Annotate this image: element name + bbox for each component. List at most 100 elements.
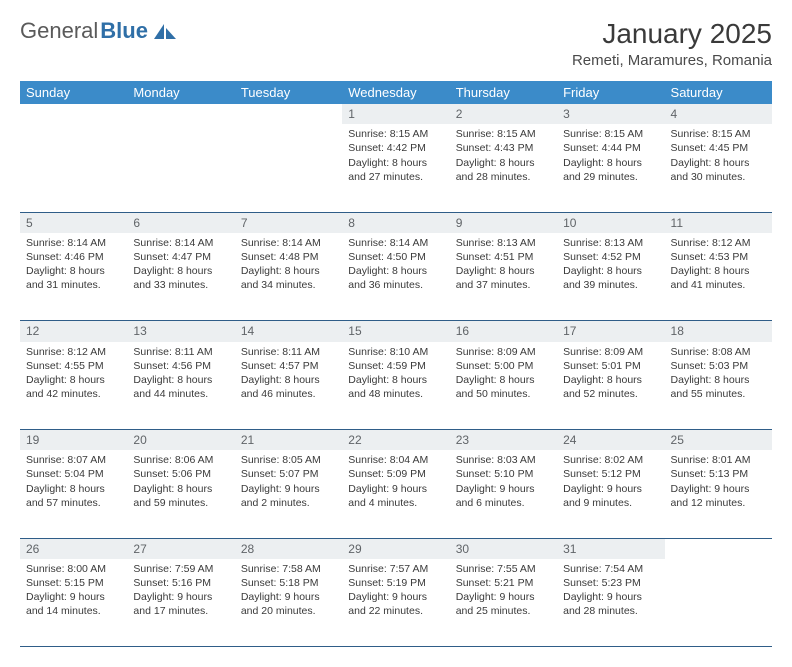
day-cell: Sunrise: 8:11 AMSunset: 4:57 PMDaylight:…: [235, 342, 342, 430]
day-cell: Sunrise: 8:11 AMSunset: 4:56 PMDaylight:…: [127, 342, 234, 430]
day-cell-body: Sunrise: 8:13 AMSunset: 4:51 PMDaylight:…: [450, 233, 557, 299]
day-number-cell: 11: [665, 212, 772, 233]
day-cell: Sunrise: 8:09 AMSunset: 5:01 PMDaylight:…: [557, 342, 664, 430]
day-number-cell: 21: [235, 430, 342, 451]
day-cell: Sunrise: 8:09 AMSunset: 5:00 PMDaylight:…: [450, 342, 557, 430]
title-block: January 2025 Remeti, Maramures, Romania: [572, 18, 772, 69]
day-cell-body: Sunrise: 8:13 AMSunset: 4:52 PMDaylight:…: [557, 233, 664, 299]
weekday-row: Sunday Monday Tuesday Wednesday Thursday…: [20, 81, 772, 104]
brand-name-part2: Blue: [100, 18, 148, 44]
sunrise-text: Sunrise: 8:12 AM: [26, 345, 121, 359]
sunset-text: Sunset: 4:51 PM: [456, 250, 551, 264]
sunset-text: Sunset: 4:42 PM: [348, 141, 443, 155]
day-cell: [665, 559, 772, 647]
sunset-text: Sunset: 5:15 PM: [26, 576, 121, 590]
day-cell: Sunrise: 8:15 AMSunset: 4:45 PMDaylight:…: [665, 124, 772, 212]
sunrise-text: Sunrise: 7:55 AM: [456, 562, 551, 576]
day-cell: Sunrise: 8:06 AMSunset: 5:06 PMDaylight:…: [127, 450, 234, 538]
day-number-cell: 13: [127, 321, 234, 342]
day-cell-body: Sunrise: 8:14 AMSunset: 4:48 PMDaylight:…: [235, 233, 342, 299]
topbar: GeneralBlue January 2025 Remeti, Maramur…: [20, 18, 772, 69]
day-number-cell: 10: [557, 212, 664, 233]
day-cell-body: Sunrise: 7:59 AMSunset: 5:16 PMDaylight:…: [127, 559, 234, 625]
weekday-header: Friday: [557, 81, 664, 104]
week-row: Sunrise: 8:00 AMSunset: 5:15 PMDaylight:…: [20, 559, 772, 647]
daylight2-text: and 34 minutes.: [241, 278, 336, 292]
day-number-cell: 29: [342, 538, 449, 559]
day-number-cell: [665, 538, 772, 559]
daylight1-text: Daylight: 9 hours: [671, 482, 766, 496]
daylight2-text: and 50 minutes.: [456, 387, 551, 401]
day-cell-body: Sunrise: 8:15 AMSunset: 4:42 PMDaylight:…: [342, 124, 449, 190]
daylight2-text: and 46 minutes.: [241, 387, 336, 401]
day-cell: Sunrise: 8:14 AMSunset: 4:50 PMDaylight:…: [342, 233, 449, 321]
sunset-text: Sunset: 5:12 PM: [563, 467, 658, 481]
sunset-text: Sunset: 4:56 PM: [133, 359, 228, 373]
daylight1-text: Daylight: 8 hours: [456, 373, 551, 387]
daylight1-text: Daylight: 9 hours: [241, 590, 336, 604]
sunrise-text: Sunrise: 8:15 AM: [563, 127, 658, 141]
day-cell-body: Sunrise: 8:15 AMSunset: 4:43 PMDaylight:…: [450, 124, 557, 190]
daylight1-text: Daylight: 8 hours: [456, 156, 551, 170]
sunrise-text: Sunrise: 7:59 AM: [133, 562, 228, 576]
sunset-text: Sunset: 5:23 PM: [563, 576, 658, 590]
calendar-table: Sunday Monday Tuesday Wednesday Thursday…: [20, 81, 772, 647]
daylight2-text: and 6 minutes.: [456, 496, 551, 510]
sunrise-text: Sunrise: 8:13 AM: [563, 236, 658, 250]
day-cell-body: Sunrise: 8:02 AMSunset: 5:12 PMDaylight:…: [557, 450, 664, 516]
day-cell-body: Sunrise: 8:14 AMSunset: 4:47 PMDaylight:…: [127, 233, 234, 299]
sunrise-text: Sunrise: 8:05 AM: [241, 453, 336, 467]
day-cell-body: Sunrise: 8:08 AMSunset: 5:03 PMDaylight:…: [665, 342, 772, 408]
daylight2-text: and 9 minutes.: [563, 496, 658, 510]
sunset-text: Sunset: 5:16 PM: [133, 576, 228, 590]
daynum-row: 1234: [20, 104, 772, 124]
day-number-cell: 1: [342, 104, 449, 124]
sunset-text: Sunset: 4:53 PM: [671, 250, 766, 264]
day-cell: Sunrise: 7:54 AMSunset: 5:23 PMDaylight:…: [557, 559, 664, 647]
day-number-cell: 19: [20, 430, 127, 451]
daylight2-text: and 36 minutes.: [348, 278, 443, 292]
daylight2-text: and 48 minutes.: [348, 387, 443, 401]
daylight1-text: Daylight: 8 hours: [348, 264, 443, 278]
daylight1-text: Daylight: 9 hours: [456, 482, 551, 496]
calendar-header: Sunday Monday Tuesday Wednesday Thursday…: [20, 81, 772, 104]
weekday-header: Wednesday: [342, 81, 449, 104]
week-row: Sunrise: 8:12 AMSunset: 4:55 PMDaylight:…: [20, 342, 772, 430]
day-number-cell: 26: [20, 538, 127, 559]
day-number-cell: 17: [557, 321, 664, 342]
daylight2-text: and 4 minutes.: [348, 496, 443, 510]
sunrise-text: Sunrise: 8:09 AM: [563, 345, 658, 359]
sunset-text: Sunset: 5:00 PM: [456, 359, 551, 373]
day-cell-body: Sunrise: 8:15 AMSunset: 4:44 PMDaylight:…: [557, 124, 664, 190]
sunset-text: Sunset: 4:48 PM: [241, 250, 336, 264]
sunrise-text: Sunrise: 8:02 AM: [563, 453, 658, 467]
sunrise-text: Sunrise: 8:11 AM: [133, 345, 228, 359]
day-cell: Sunrise: 8:14 AMSunset: 4:47 PMDaylight:…: [127, 233, 234, 321]
day-number-cell: 4: [665, 104, 772, 124]
day-cell: Sunrise: 8:04 AMSunset: 5:09 PMDaylight:…: [342, 450, 449, 538]
sunset-text: Sunset: 4:47 PM: [133, 250, 228, 264]
day-number-cell: [20, 104, 127, 124]
daylight1-text: Daylight: 8 hours: [671, 156, 766, 170]
day-cell-body: Sunrise: 8:07 AMSunset: 5:04 PMDaylight:…: [20, 450, 127, 516]
daylight1-text: Daylight: 8 hours: [133, 264, 228, 278]
brand-name-part1: General: [20, 18, 98, 44]
day-cell: Sunrise: 8:03 AMSunset: 5:10 PMDaylight:…: [450, 450, 557, 538]
day-number-cell: 28: [235, 538, 342, 559]
sunrise-text: Sunrise: 8:07 AM: [26, 453, 121, 467]
daylight2-text: and 27 minutes.: [348, 170, 443, 184]
day-cell: Sunrise: 7:58 AMSunset: 5:18 PMDaylight:…: [235, 559, 342, 647]
day-cell: Sunrise: 8:10 AMSunset: 4:59 PMDaylight:…: [342, 342, 449, 430]
daylight1-text: Daylight: 8 hours: [26, 482, 121, 496]
daylight1-text: Daylight: 8 hours: [348, 156, 443, 170]
day-cell: Sunrise: 8:08 AMSunset: 5:03 PMDaylight:…: [665, 342, 772, 430]
daylight2-text: and 33 minutes.: [133, 278, 228, 292]
daylight1-text: Daylight: 8 hours: [241, 373, 336, 387]
daylight1-text: Daylight: 9 hours: [348, 590, 443, 604]
day-number-cell: 12: [20, 321, 127, 342]
sunset-text: Sunset: 4:59 PM: [348, 359, 443, 373]
week-row: Sunrise: 8:07 AMSunset: 5:04 PMDaylight:…: [20, 450, 772, 538]
day-cell: Sunrise: 8:00 AMSunset: 5:15 PMDaylight:…: [20, 559, 127, 647]
day-cell: Sunrise: 8:14 AMSunset: 4:48 PMDaylight:…: [235, 233, 342, 321]
day-cell: Sunrise: 8:01 AMSunset: 5:13 PMDaylight:…: [665, 450, 772, 538]
